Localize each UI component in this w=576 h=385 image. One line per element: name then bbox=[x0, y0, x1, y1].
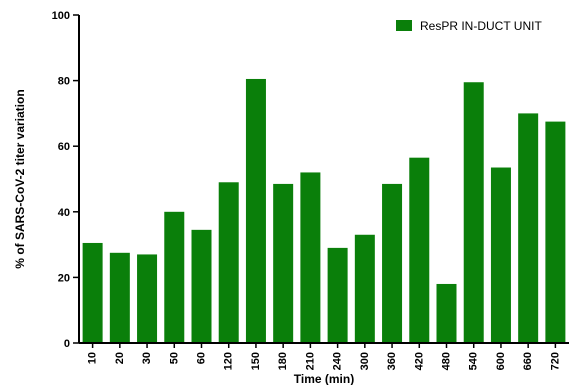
bar-series bbox=[83, 79, 566, 343]
legend-label: ResPR IN-DUCT UNIT bbox=[420, 19, 542, 33]
y-tick-label: 0 bbox=[64, 338, 70, 350]
bar-120-min bbox=[219, 182, 239, 343]
bar-240-min bbox=[328, 248, 348, 343]
x-tick-label: 300 bbox=[359, 352, 371, 370]
y-axis-title: % of SARS-CoV-2 titer variation bbox=[13, 89, 27, 268]
bar-150-min bbox=[246, 79, 266, 343]
legend-swatch bbox=[396, 20, 412, 31]
x-tick-label: 30 bbox=[141, 352, 153, 364]
bar-60-min bbox=[192, 230, 212, 343]
bar-360-min bbox=[382, 184, 402, 343]
x-tick-label: 720 bbox=[549, 352, 561, 370]
y-tick-label: 80 bbox=[58, 76, 70, 88]
x-tick-label: 50 bbox=[168, 352, 180, 364]
y-tick-label: 40 bbox=[58, 207, 70, 219]
x-tick-label: 10 bbox=[87, 352, 99, 364]
y-tick-label: 60 bbox=[58, 141, 70, 153]
bar-660-min bbox=[518, 113, 538, 343]
bar-540-min bbox=[464, 82, 484, 343]
y-axis: 0 20 40 60 80 100 bbox=[52, 10, 79, 350]
x-tick-label: 60 bbox=[196, 352, 208, 364]
y-tick-label: 20 bbox=[58, 272, 70, 284]
x-tick-label: 210 bbox=[304, 352, 316, 370]
bar-20-min bbox=[110, 253, 130, 343]
x-tick-label: 240 bbox=[332, 352, 344, 370]
bar-30-min bbox=[137, 254, 157, 343]
bar-420-min bbox=[409, 158, 429, 343]
bar-720-min bbox=[545, 122, 565, 343]
x-tick-label: 20 bbox=[114, 352, 126, 364]
bar-210-min bbox=[300, 172, 320, 343]
bar-600-min bbox=[491, 168, 511, 343]
x-tick-label: 480 bbox=[441, 352, 453, 370]
x-tick-label: 420 bbox=[413, 352, 425, 370]
x-tick-label: 540 bbox=[468, 352, 480, 370]
x-tick-label: 600 bbox=[495, 352, 507, 370]
x-axis: 10 20 30 50 60 120 150 180 210 240 300 360 420 480 540… bbox=[87, 343, 562, 370]
x-axis-title: Time (min) bbox=[294, 372, 354, 385]
bar-480-min bbox=[437, 284, 457, 343]
bar-10-min bbox=[83, 243, 103, 343]
x-tick-label: 660 bbox=[522, 352, 534, 370]
x-tick-label: 180 bbox=[277, 352, 289, 370]
y-tick-label: 100 bbox=[52, 10, 70, 22]
x-tick-label: 150 bbox=[250, 352, 262, 370]
x-tick-label: 120 bbox=[223, 352, 235, 370]
bar-180-min bbox=[273, 184, 293, 343]
legend: ResPR IN-DUCT UNIT bbox=[396, 19, 542, 33]
bar-300-min bbox=[355, 235, 375, 343]
x-tick-label: 360 bbox=[386, 352, 398, 370]
bar-50-min bbox=[164, 212, 184, 343]
